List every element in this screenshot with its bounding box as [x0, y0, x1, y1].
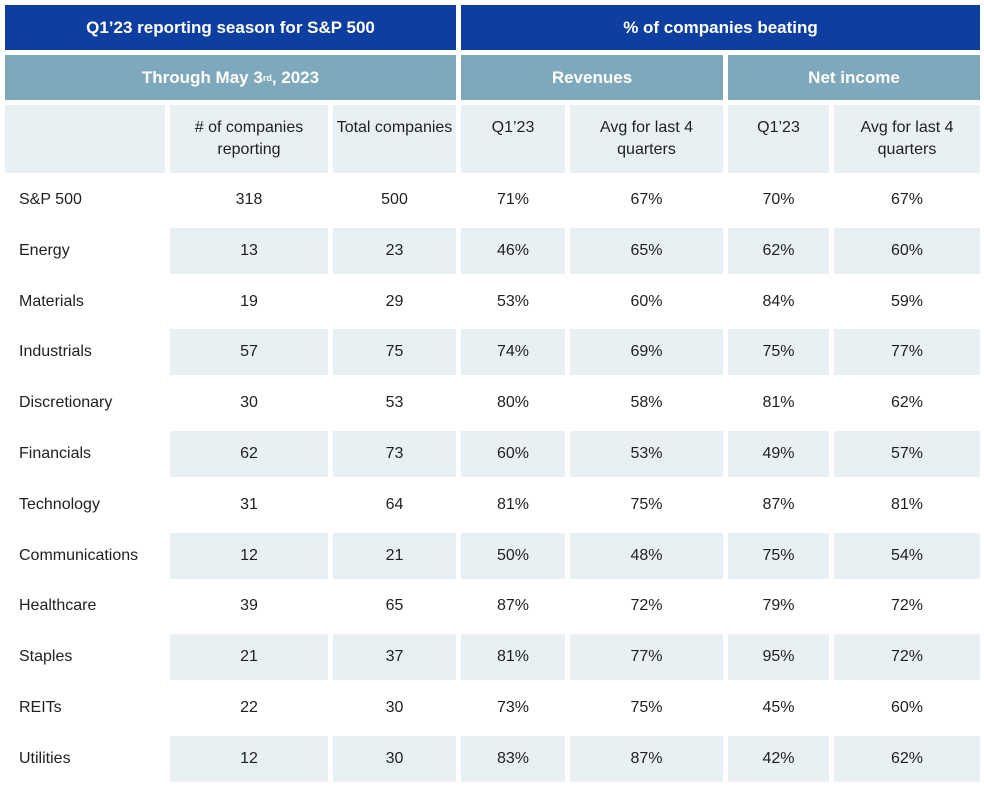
- table-cell-col-ni-q1: 79%: [762, 597, 795, 614]
- row-label: S&P 500: [19, 191, 82, 208]
- table-cell-col-ni-q1: 45%: [762, 699, 795, 716]
- table-cell-col-rev-avg: 75%: [630, 496, 663, 513]
- table-cell-col-ni-avg: 72%: [834, 634, 980, 680]
- table-cell-col-total: 73: [333, 431, 456, 477]
- table-cell-col-reporting: 22: [240, 699, 258, 716]
- table-cell-col-rev-avg: 72%: [630, 597, 663, 614]
- table-cell-col-total: 500: [381, 191, 408, 208]
- row-label: Industrials: [19, 343, 92, 360]
- group-revenues: Revenues: [461, 55, 723, 100]
- table-cell-col-total: 21: [333, 533, 456, 579]
- table-cell-col-ni-avg: 60%: [834, 228, 980, 274]
- row-label: Utilities: [19, 750, 71, 767]
- title-left: Q1’23 reporting season for S&P 500: [5, 5, 456, 50]
- table-cell-col-rev-q1: 71%: [496, 191, 530, 208]
- column-header-col-reporting: # of companies reporting: [170, 105, 328, 173]
- table-cell-col-rev-avg: 75%: [630, 699, 663, 716]
- table-cell-col-rev-avg: 67%: [630, 191, 663, 208]
- table-cell-col-rev-avg: 69%: [570, 329, 723, 375]
- table-cell-col-reporting: 62: [170, 431, 328, 477]
- table-cell-col-reporting: 318: [235, 191, 263, 208]
- table-cell-col-ni-avg: 59%: [890, 293, 924, 310]
- column-header-col-ni-avg: Avg for last 4 quarters: [834, 105, 980, 173]
- table-cell-col-reporting: 12: [170, 736, 328, 782]
- table-cell-col-total: 23: [333, 228, 456, 274]
- table-cell-col-ni-avg: 62%: [834, 736, 980, 782]
- table-cell-col-ni-avg: 81%: [890, 496, 924, 513]
- row-label: Healthcare: [19, 597, 97, 614]
- row-label: REITs: [19, 699, 62, 716]
- column-header-col-rev-q1: Q1’23: [461, 105, 565, 173]
- table-cell-col-total: 29: [385, 293, 404, 310]
- table-cell-col-ni-avg: 62%: [890, 394, 924, 411]
- column-header-col-rev-avg: Avg for last 4 quarters: [570, 105, 723, 173]
- table-cell-col-ni-avg: 57%: [834, 431, 980, 477]
- table-cell-col-ni-q1: 84%: [762, 293, 795, 310]
- table-cell-col-ni-avg: 60%: [890, 699, 924, 716]
- table-cell-col-reporting: 31: [240, 496, 258, 513]
- table-cell-col-ni-q1: 81%: [762, 394, 795, 411]
- table-cell-col-rev-q1: 60%: [461, 431, 565, 477]
- table-cell-col-rev-avg: 48%: [570, 533, 723, 579]
- group-net-income: Net income: [728, 55, 980, 100]
- table-cell-col-rev-avg: 58%: [630, 394, 663, 411]
- table-cell-col-total: 64: [385, 496, 404, 513]
- table-cell-col-rev-avg: 60%: [630, 293, 663, 310]
- table-cell-col-rev-avg: 77%: [570, 634, 723, 680]
- table-cell-col-ni-q1: 42%: [728, 736, 829, 782]
- table-cell-col-total: 75: [333, 329, 456, 375]
- table-cell-col-rev-q1: 50%: [461, 533, 565, 579]
- table-cell-col-ni-q1: 87%: [762, 496, 795, 513]
- table-cell-col-reporting: 21: [170, 634, 328, 680]
- row-label: Materials: [19, 293, 84, 310]
- table-cell-col-total: 65: [385, 597, 404, 614]
- subtitle-date-tail: , 2023: [271, 67, 320, 87]
- table-cell-col-ni-avg: 77%: [834, 329, 980, 375]
- table-cell-col-ni-avg: 67%: [890, 191, 924, 208]
- table-cell-col-total: 30: [333, 736, 456, 782]
- table-cell-col-reporting: 30: [240, 394, 258, 411]
- title-right: % of companies beating: [461, 5, 980, 50]
- table-cell-col-ni-avg: 54%: [834, 533, 980, 579]
- row-label: Energy: [19, 242, 70, 259]
- table-cell-col-reporting: 13: [170, 228, 328, 274]
- table-cell-col-rev-q1: 53%: [496, 293, 530, 310]
- row-label: Financials: [19, 445, 92, 462]
- column-header-col-ni-q1: Q1’23: [728, 105, 829, 173]
- table-cell-col-ni-q1: 95%: [728, 634, 829, 680]
- table-cell-col-reporting: 12: [170, 533, 328, 579]
- row-label: Communications: [19, 547, 139, 564]
- table-cell-col-ni-q1: 75%: [728, 533, 829, 579]
- table-cell-col-total: 53: [385, 394, 404, 411]
- column-header-col-label: [5, 105, 165, 173]
- table-cell-col-total: 30: [385, 699, 404, 716]
- table-cell-col-rev-q1: 80%: [496, 394, 530, 411]
- table-cell-col-ni-avg: 72%: [890, 597, 924, 614]
- column-header-col-total: Total companies: [333, 105, 456, 173]
- table-cell-col-rev-avg: 87%: [570, 736, 723, 782]
- row-label: Technology: [19, 496, 100, 513]
- table-cell-col-reporting: 39: [240, 597, 258, 614]
- row-label: Discretionary: [19, 394, 113, 411]
- subtitle-date-text: Through May 3: [141, 67, 263, 87]
- table-cell-col-rev-q1: 46%: [461, 228, 565, 274]
- table-cell-col-reporting: 19: [240, 293, 258, 310]
- table-cell-col-rev-q1: 87%: [496, 597, 530, 614]
- table-cell-col-ni-q1: 49%: [728, 431, 829, 477]
- table-cell-col-ni-q1: 75%: [728, 329, 829, 375]
- row-label: Staples: [19, 648, 73, 665]
- table-cell-col-reporting: 57: [170, 329, 328, 375]
- table-cell-col-total: 37: [333, 634, 456, 680]
- table-cell-col-ni-q1: 62%: [728, 228, 829, 274]
- table-cell-col-ni-q1: 70%: [762, 191, 795, 208]
- table-cell-col-rev-avg: 53%: [570, 431, 723, 477]
- table-cell-col-rev-q1: 81%: [496, 496, 530, 513]
- table-cell-col-rev-avg: 65%: [570, 228, 723, 274]
- table-cell-col-rev-q1: 74%: [461, 329, 565, 375]
- table-cell-col-rev-q1: 73%: [496, 699, 530, 716]
- table-cell-col-rev-q1: 83%: [461, 736, 565, 782]
- table-cell-col-rev-q1: 81%: [461, 634, 565, 680]
